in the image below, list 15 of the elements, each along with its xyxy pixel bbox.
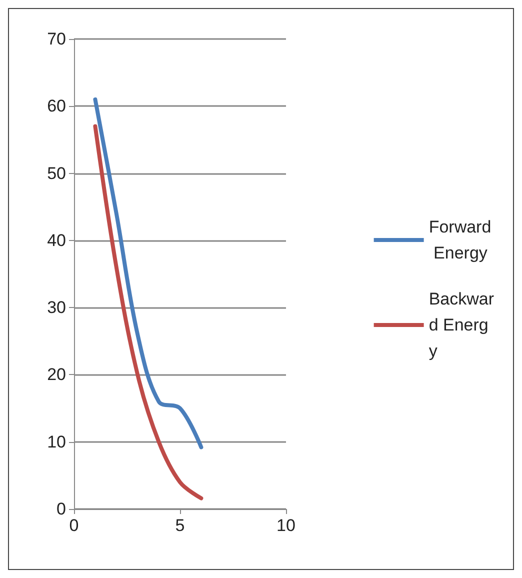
legend-label: Forward Energy xyxy=(428,218,492,262)
y-tick-label: 50 xyxy=(47,164,66,183)
x-tick-label: 5 xyxy=(175,516,185,535)
line-series xyxy=(93,124,204,500)
y-tick-label: 60 xyxy=(47,96,66,116)
x-tick-label: 10 xyxy=(276,516,296,535)
y-tick-label: 20 xyxy=(47,365,66,384)
y-tick-label: 30 xyxy=(47,298,66,318)
legend-label: Backward Energy xyxy=(428,290,494,360)
y-tick-label: 40 xyxy=(47,230,66,250)
y-tick-label: 0 xyxy=(56,500,66,518)
y-tick-label: 10 xyxy=(47,432,66,452)
x-tick-label: 0 xyxy=(69,516,79,535)
line-series xyxy=(93,97,204,450)
y-tick-label: 70 xyxy=(47,30,66,48)
